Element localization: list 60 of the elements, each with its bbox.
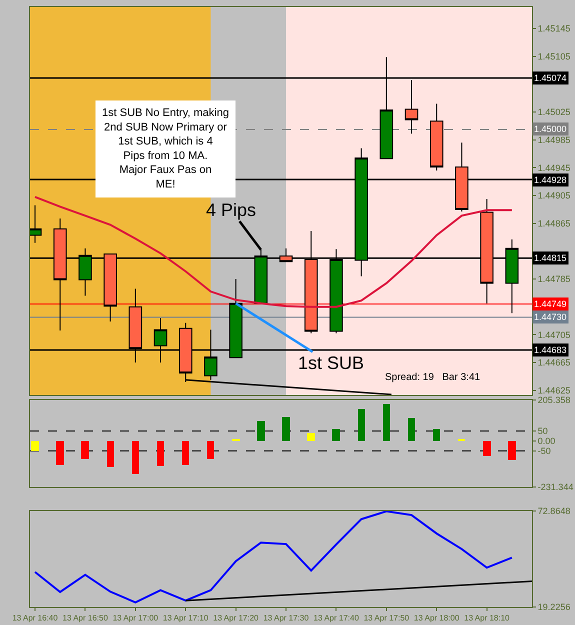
x-tick-label: 13 Apr 17:40 [314,614,360,623]
x-tick-label: 13 Apr 17:20 [213,614,260,623]
bar [157,441,164,466]
bar [107,441,114,467]
x-tick-label: 13 Apr 18:10 [464,614,510,623]
bar [56,441,64,465]
bar [132,441,139,474]
ref-line-label: 1.44815 [534,253,567,263]
bar [282,417,290,441]
y-tick-label: 1.45145 [538,24,570,34]
annotation: Spread: 19 Bar 3:41 [385,372,480,383]
y-tick-label: -231.344 [538,482,574,492]
y-tick-label: 1.44865 [538,218,570,229]
y-tick-label: 0.00 [538,436,556,446]
bar [257,421,265,441]
x-tick-label: 13 Apr 17:10 [162,614,209,623]
y-tick-label: 1.44785 [538,274,570,284]
bar [408,418,415,441]
bar [483,441,491,456]
line-series [34,196,513,308]
y-tick-label: 1.45025 [538,107,570,118]
ref-line-label: 1.45074 [534,73,567,83]
x-tick-label: 13 Apr 18:00 [414,614,460,623]
bar [358,409,365,441]
y-tick-label: 1.44705 [538,330,570,340]
annotation: 1st SUB [298,353,364,373]
y-tick-label: 1.44665 [538,358,570,368]
bar [508,441,516,460]
y-tick-label: 72.8648 [538,506,570,516]
ref-line-label: 1.44749 [534,299,567,309]
y-tick-label: 1.45105 [538,52,570,62]
annotation: 1st SUB No Entry, making 2nd SUB Now Primary or 1st SUB, which is 4 Pips from 10 MA. Major Faux Pas on ME! [102,107,229,190]
bar [433,429,440,441]
bar [182,441,189,465]
line-series [34,511,513,604]
bar [307,433,315,441]
y-tick-label: 19.2256 [538,602,570,612]
y-tick-label: 1.44625 [538,385,570,396]
ref-line-label: 1.44683 [534,345,567,355]
x-tick-label: 13 Apr 17:50 [364,614,410,623]
ref-line-label: 1.45000 [534,124,567,134]
candlestick [430,103,444,171]
y-tick-label: 1.44985 [538,135,570,146]
bar [383,404,390,441]
annotation: 4 Pips [206,200,256,220]
bar [207,441,214,459]
y-tick-label: -50 [538,446,551,456]
y-tick-label: 1.44905 [538,190,570,201]
bar [332,429,340,441]
x-tick-label: 13 Apr 17:30 [263,614,310,623]
ref-line-label: 1.44730 [534,312,567,322]
x-tick-label: 13 Apr 16:40 [12,614,58,623]
x-tick-label: 13 Apr 16:50 [62,614,108,623]
y-tick-label: 1.44945 [538,162,570,173]
x-tick-label: 13 Apr 17:00 [112,614,159,623]
y-tick-label: 205.358 [538,395,570,406]
bar [81,441,89,459]
ref-line-label: 1.44928 [534,175,567,185]
y-tick-label: 50 [538,426,548,436]
bar [31,441,39,451]
